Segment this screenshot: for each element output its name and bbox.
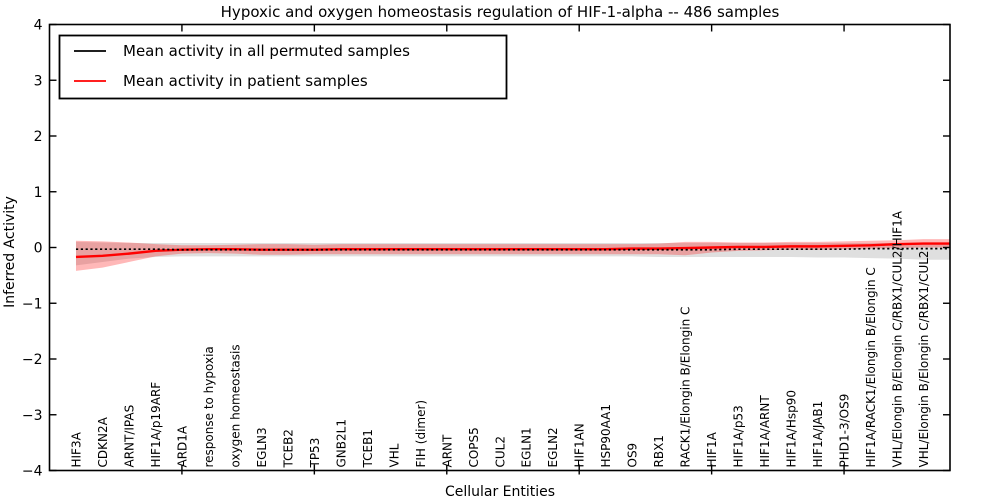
axes-layer xyxy=(48,23,951,475)
permuted-mean-line xyxy=(75,247,950,251)
x-category-label: CUL2 xyxy=(493,436,507,467)
x-category-label: HSP90AA1 xyxy=(599,404,613,468)
legend: Mean activity in all permuted samples Me… xyxy=(58,34,508,100)
x-category-label: HIF1A/ARNT xyxy=(758,395,772,468)
x-category-label: ARNT xyxy=(440,434,454,468)
y-tick-label: 3 xyxy=(34,73,43,89)
tick-labels-layer: −4 −3 −2 −1 0 1 2 3 4 HIF3A CDKN2A ARNT/IPAS HIF1A/p… xyxy=(22,18,931,480)
x-category-label: COPS5 xyxy=(467,427,481,467)
x-category-label: HIF1A xyxy=(705,431,719,467)
y-tick-label: 4 xyxy=(34,18,43,34)
x-category-label: VHL/Elongin B/Elongin C/RBX1/CUL2 xyxy=(917,250,931,467)
y-tick-label: 0 xyxy=(34,241,43,257)
x-category-label: HIF1A/JAB1 xyxy=(811,401,825,468)
x-category-label: TCEB1 xyxy=(361,429,375,468)
x-category-label: response to hypoxia xyxy=(202,346,216,467)
chart-title: Hypoxic and oxygen homeostasis regulatio… xyxy=(221,3,780,21)
x-category-label: ARNT/IPAS xyxy=(122,405,136,468)
x-category-label: GNB2L1 xyxy=(334,419,348,467)
x-category-label: VHL xyxy=(387,443,401,467)
x-category-label: oxygen homeostasis xyxy=(228,344,242,467)
legend-box xyxy=(58,34,508,100)
x-category-label: HIF1A/p19ARF xyxy=(149,382,163,468)
x-category-label: ARD1A xyxy=(175,425,189,467)
x-category-label: PHD1-3/OS9 xyxy=(838,394,852,468)
legend-label-patient: Mean activity in patient samples xyxy=(123,72,368,90)
std-bands-layer xyxy=(75,239,950,271)
y-tick-label: −3 xyxy=(22,408,43,424)
x-category-label: CDKN2A xyxy=(96,416,110,467)
y-axis-label: Inferred Activity xyxy=(2,196,18,308)
y-tick-label: −1 xyxy=(22,296,43,312)
x-category-label: HIF1AN xyxy=(573,423,587,467)
x-category-label: RBX1 xyxy=(652,435,666,467)
x-category-label: HIF1A/Hsp90 xyxy=(785,390,799,468)
x-category-label: EGLN3 xyxy=(255,427,269,467)
x-category-label: VHL/Elongin B/Elongin C/RBX1/CUL2/HIF1A xyxy=(891,210,905,467)
x-category-label: RACK1/Elongin B/Elongin C xyxy=(679,307,693,468)
x-category-label: EGLN2 xyxy=(546,427,560,467)
series-lines-layer xyxy=(75,242,950,259)
x-category-label: OS9 xyxy=(626,443,640,468)
x-category-label: EGLN1 xyxy=(520,427,534,467)
x-category-label: HIF1A/RACK1/Elongin B/Elongin C xyxy=(864,267,878,467)
legend-label-permuted: Mean activity in all permuted samples xyxy=(123,42,410,60)
x-category-label: HIF3A xyxy=(69,431,83,467)
x-category-label: HIF1A/p53 xyxy=(732,405,746,467)
y-tick-label: 2 xyxy=(34,129,43,145)
y-tick-label: 1 xyxy=(34,185,43,201)
y-tick-label: −2 xyxy=(22,352,43,368)
x-category-label: FIH (dimer) xyxy=(414,400,428,468)
x-category-label: TP53 xyxy=(308,438,322,469)
y-tick-label: −4 xyxy=(22,464,43,480)
x-category-label: TCEB2 xyxy=(281,429,295,468)
x-axis-label: Cellular Entities xyxy=(445,484,555,500)
